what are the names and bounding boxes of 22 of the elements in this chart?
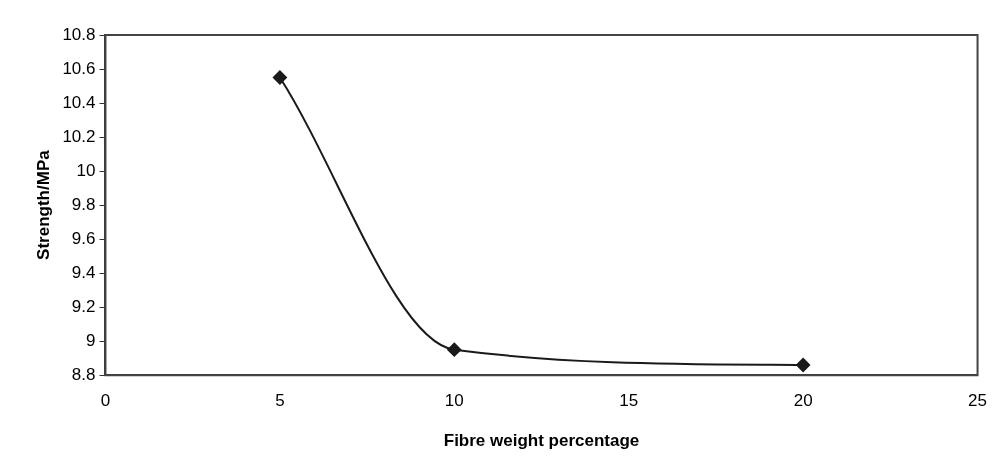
y-tick-label: 10.2 bbox=[62, 126, 96, 146]
x-tick-label: 20 bbox=[793, 391, 813, 411]
y-tick-label: 9.6 bbox=[71, 228, 96, 248]
x-tick-label: 25 bbox=[968, 391, 988, 411]
y-tick-label: 9.2 bbox=[71, 296, 96, 316]
x-tick-label: 10 bbox=[444, 391, 464, 411]
x-tick-label: 5 bbox=[275, 391, 285, 411]
y-tick-label: 9 bbox=[86, 330, 96, 350]
y-tick-label: 10 bbox=[76, 160, 96, 180]
point bbox=[447, 342, 462, 357]
y-tick-label: 10.6 bbox=[62, 58, 96, 78]
y-axis-title: Strength/MPa bbox=[33, 149, 53, 260]
x-tick-label: 0 bbox=[100, 391, 111, 411]
y-tick-label: 9.8 bbox=[71, 194, 96, 214]
y-tick-label: 8.8 bbox=[71, 364, 96, 384]
y-tick-label: 10.8 bbox=[62, 24, 96, 44]
x-axis-title: Fibre weight percentage bbox=[443, 431, 640, 451]
point bbox=[272, 70, 287, 85]
point bbox=[796, 357, 811, 372]
y-tick-label: 10.4 bbox=[62, 92, 96, 112]
x-tick-label: 15 bbox=[619, 391, 639, 411]
y-tick-label: 9.4 bbox=[71, 262, 96, 282]
